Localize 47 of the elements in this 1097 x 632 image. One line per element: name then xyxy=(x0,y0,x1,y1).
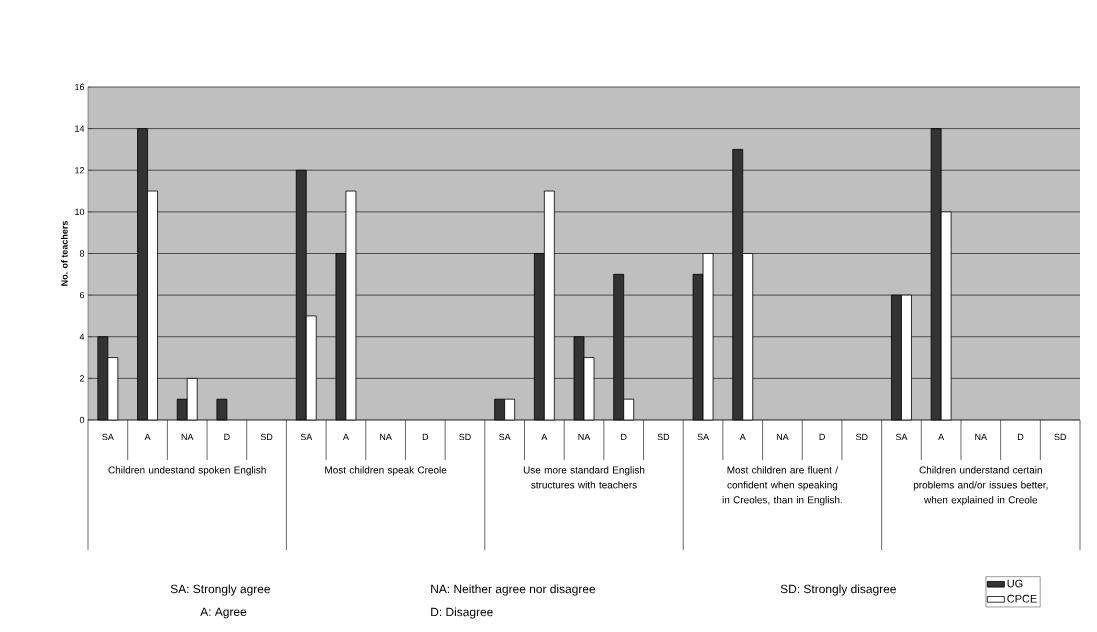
x-tick-label: SA xyxy=(102,433,114,441)
y-tick-label: 2 xyxy=(79,375,85,382)
x-tick-label: SA xyxy=(697,433,710,441)
x-tick-label: NA xyxy=(975,433,988,440)
x-tick-label: SD xyxy=(260,433,273,441)
text: SD: Strongly disagree xyxy=(780,584,896,596)
x-tick-label: A xyxy=(938,433,945,440)
x-tick-label: SA xyxy=(895,433,908,441)
x-tick-label: A xyxy=(739,433,746,440)
x-tick-label: NA xyxy=(578,433,591,440)
text: Most children are fluent / confident when speaking in Creoles, than in English. xyxy=(722,466,842,506)
y-tick-label: 4 xyxy=(79,333,85,340)
y-tick-label: 10 xyxy=(75,208,85,216)
text: Most children speak Creole xyxy=(325,466,447,476)
text: D: Disagree xyxy=(431,607,493,619)
x-tick-label: D xyxy=(819,433,825,440)
x-tick-label: A xyxy=(144,433,151,440)
x-tick-label: A xyxy=(342,433,349,440)
x-tick-label: SD xyxy=(1054,433,1066,441)
text: A: Agree xyxy=(200,607,247,619)
text: Children understand certain problems and/or issues better, when explained in Creole xyxy=(913,466,1048,506)
x-tick-label: SA xyxy=(300,433,313,441)
y-tick-label: 14 xyxy=(75,125,85,132)
x-tick-label: SD xyxy=(657,433,670,441)
legend-label: UG xyxy=(1007,579,1023,588)
x-tick-label: A xyxy=(541,433,548,440)
x-tick-label: NA xyxy=(181,433,194,440)
x-tick-label: SA xyxy=(499,433,511,441)
y-axis-title: No. of teachers xyxy=(61,221,68,286)
x-tick-label: D xyxy=(224,433,230,440)
y-tick-label: 0 xyxy=(79,416,85,424)
x-tick-label: SD xyxy=(855,433,868,441)
y-tick-label: 16 xyxy=(75,83,85,91)
x-tick-label: D xyxy=(621,433,627,440)
x-tick-label: NA xyxy=(380,433,392,440)
text: Use more standard English structures with teachers xyxy=(523,466,645,489)
x-tick-label: D xyxy=(1017,433,1024,440)
text: Children undestand spoken English xyxy=(108,466,266,476)
y-tick-label: 8 xyxy=(79,250,85,257)
y-tick-label: 12 xyxy=(75,167,85,174)
text: SA: Strongly agree xyxy=(170,584,270,596)
x-tick-label: SD xyxy=(459,433,471,441)
text: NA: Neither agree nor disagree xyxy=(431,584,596,596)
legend-label: CPCE xyxy=(1007,594,1037,603)
y-tick-label: 6 xyxy=(79,291,85,299)
x-tick-label: D xyxy=(422,433,429,440)
x-tick-label: NA xyxy=(776,433,789,440)
